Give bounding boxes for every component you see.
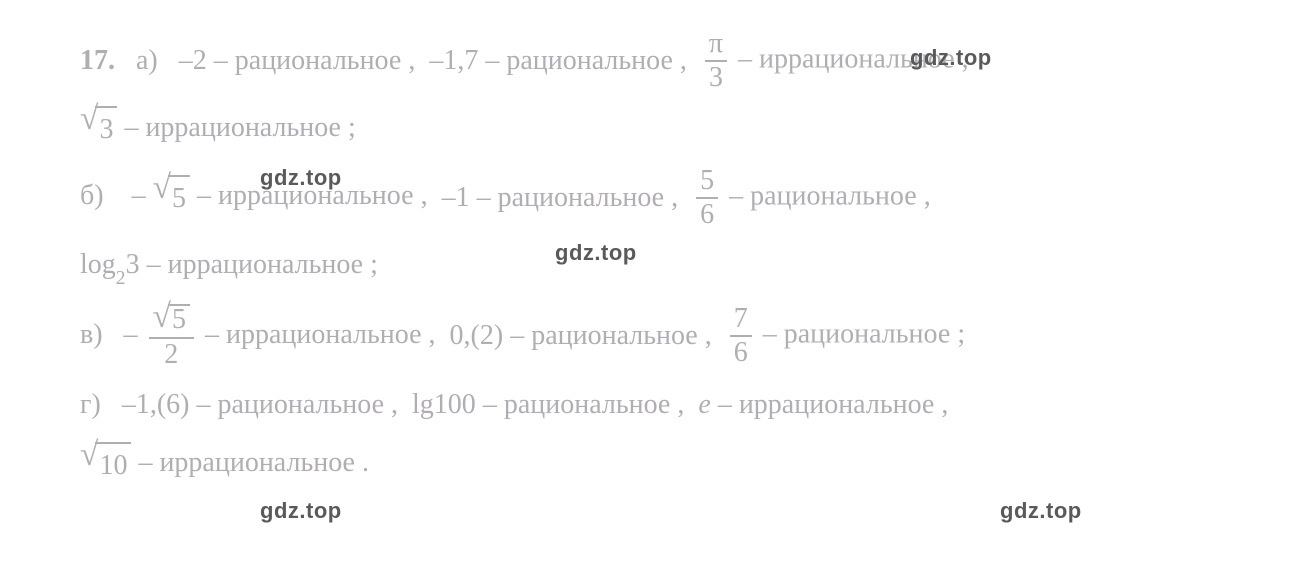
comma-sep: , [941, 389, 948, 420]
neg-sign-c: – [124, 319, 138, 350]
dash-sep: – [485, 45, 506, 76]
dash-sep: – [718, 389, 739, 420]
expr-seven-sixths: 7 6 [730, 305, 752, 367]
sqrt-5-in-frac: √ 5 [153, 304, 190, 334]
watermark-2: gdz.top [260, 160, 342, 195]
part-a-label: а) [136, 45, 158, 76]
class-d3: иррациональное [159, 447, 355, 478]
sqrt-5-radicand-frac: 5 [168, 304, 190, 334]
line-b-2: log23 – иррациональное ; [80, 243, 1285, 290]
expr-minus-two: –2 [179, 45, 207, 76]
comma-sep: , [429, 319, 436, 350]
class-c1: рациональное [531, 320, 698, 351]
watermark-4: gdz.top [260, 493, 342, 528]
comma-sep: , [924, 180, 931, 211]
dash-sep: – [147, 249, 168, 280]
class-c0: иррациональное [226, 319, 422, 350]
class-b3: иррациональное [168, 249, 364, 280]
comma-sep: , [671, 182, 678, 213]
dash-sep: – [738, 43, 759, 74]
line-c-1: в) – √ 5 2 – иррациональное , 0,(2) – ра… [80, 304, 1285, 369]
sqrt-symbol-icon: √ [80, 440, 98, 470]
expr-zero-2-rep: 0,(2) [450, 320, 504, 351]
log-base: 2 [116, 268, 126, 289]
dash-sep: – [196, 389, 217, 420]
expr-minus-one: –1 [442, 182, 470, 213]
expr-neg-sqrt5-over-2: √ 5 2 [149, 304, 194, 369]
class-a3: иррациональное [145, 112, 341, 143]
class-a1: рациональное [506, 45, 673, 76]
problem-number: 17. [80, 45, 115, 76]
line-d-1: г) –1,(6) – рациональное , lg100 – рацио… [80, 383, 1285, 428]
expr-lg100: lg100 [412, 389, 476, 420]
expr-minus-1-6-rep: –1,(6) [122, 389, 190, 420]
watermark-3: gdz.top [555, 235, 637, 270]
class-b1: рациональное [498, 182, 665, 213]
line-a-2: √ 3 – иррациональное ; [80, 106, 1285, 153]
comma-sep: , [680, 45, 687, 76]
dash-sep: – [214, 45, 235, 76]
comma-sep: , [705, 320, 712, 351]
expr-pi-over-3: π 3 [705, 30, 727, 92]
watermark-1: gdz.top [910, 40, 992, 75]
sqrt-5-radicand: 5 [168, 175, 190, 222]
class-d0: рациональное [217, 389, 384, 420]
expr-log2-3: log23 [80, 249, 147, 280]
class-b2: рациональное [750, 180, 917, 211]
log-arg: 3 [126, 249, 140, 280]
line-d-2: √ 10 – иррациональное . [80, 441, 1285, 488]
part-b-label: б) [80, 180, 104, 211]
comma-sep: , [421, 180, 428, 211]
class-d2: иррациональное [739, 389, 935, 420]
comma-sep: , [408, 45, 415, 76]
dash-sep: – [483, 389, 504, 420]
line-a-1: 17. а) –2 – рациональное , –1,7 – рацион… [80, 30, 1285, 92]
problem-17: 17. а) –2 – рациональное , –1,7 – рацион… [80, 30, 1285, 488]
neg-sign: – [132, 180, 146, 211]
semicolon-sep: ; [957, 319, 965, 350]
sqrt-3-radicand: 3 [95, 106, 117, 153]
six-denominator: 6 [696, 199, 718, 229]
dash-sep: – [124, 112, 145, 143]
dash-sep: – [763, 319, 784, 350]
expr-sqrt-10: √ 10 [80, 442, 131, 489]
semicolon-sep: ; [370, 249, 378, 280]
period-sep: . [362, 447, 369, 478]
dash-sep: – [477, 182, 498, 213]
dash-sep: – [205, 319, 226, 350]
sqrt5-numerator: √ 5 [149, 304, 194, 339]
semicolon-sep: ; [348, 112, 356, 143]
class-a0: рациональное [235, 45, 402, 76]
expr-e: e [698, 389, 710, 420]
comma-sep: , [391, 389, 398, 420]
five-numerator: 5 [696, 167, 718, 199]
class-d1: рациональное [504, 389, 671, 420]
seven-numerator: 7 [730, 305, 752, 337]
dash-sep: – [729, 180, 750, 211]
dash-sep: – [138, 447, 159, 478]
six-denominator-2: 6 [730, 337, 752, 367]
log-text: log [80, 249, 116, 280]
dash-sep: – [197, 180, 218, 211]
sqrt-symbol-icon: √ [80, 104, 98, 134]
sqrt-symbol-icon: √ [153, 173, 171, 203]
part-c-label: в) [80, 319, 103, 350]
watermark-5: gdz.top [1000, 493, 1082, 528]
expr-minus-1-7: –1,7 [429, 45, 478, 76]
comma-sep: , [677, 389, 684, 420]
expr-sqrt-3: √ 3 [80, 106, 117, 153]
three-denominator: 3 [705, 62, 727, 92]
sqrt-symbol-icon: √ [153, 302, 171, 332]
dash-sep: – [510, 320, 531, 351]
expr-neg-sqrt-5: √ 5 [153, 175, 190, 222]
part-d-label: г) [80, 389, 101, 420]
pi-numerator: π [705, 30, 727, 62]
sqrt-10-radicand: 10 [95, 442, 131, 489]
expr-five-sixths: 5 6 [696, 167, 718, 229]
class-c2: рациональное [784, 319, 951, 350]
two-denominator: 2 [160, 339, 182, 369]
